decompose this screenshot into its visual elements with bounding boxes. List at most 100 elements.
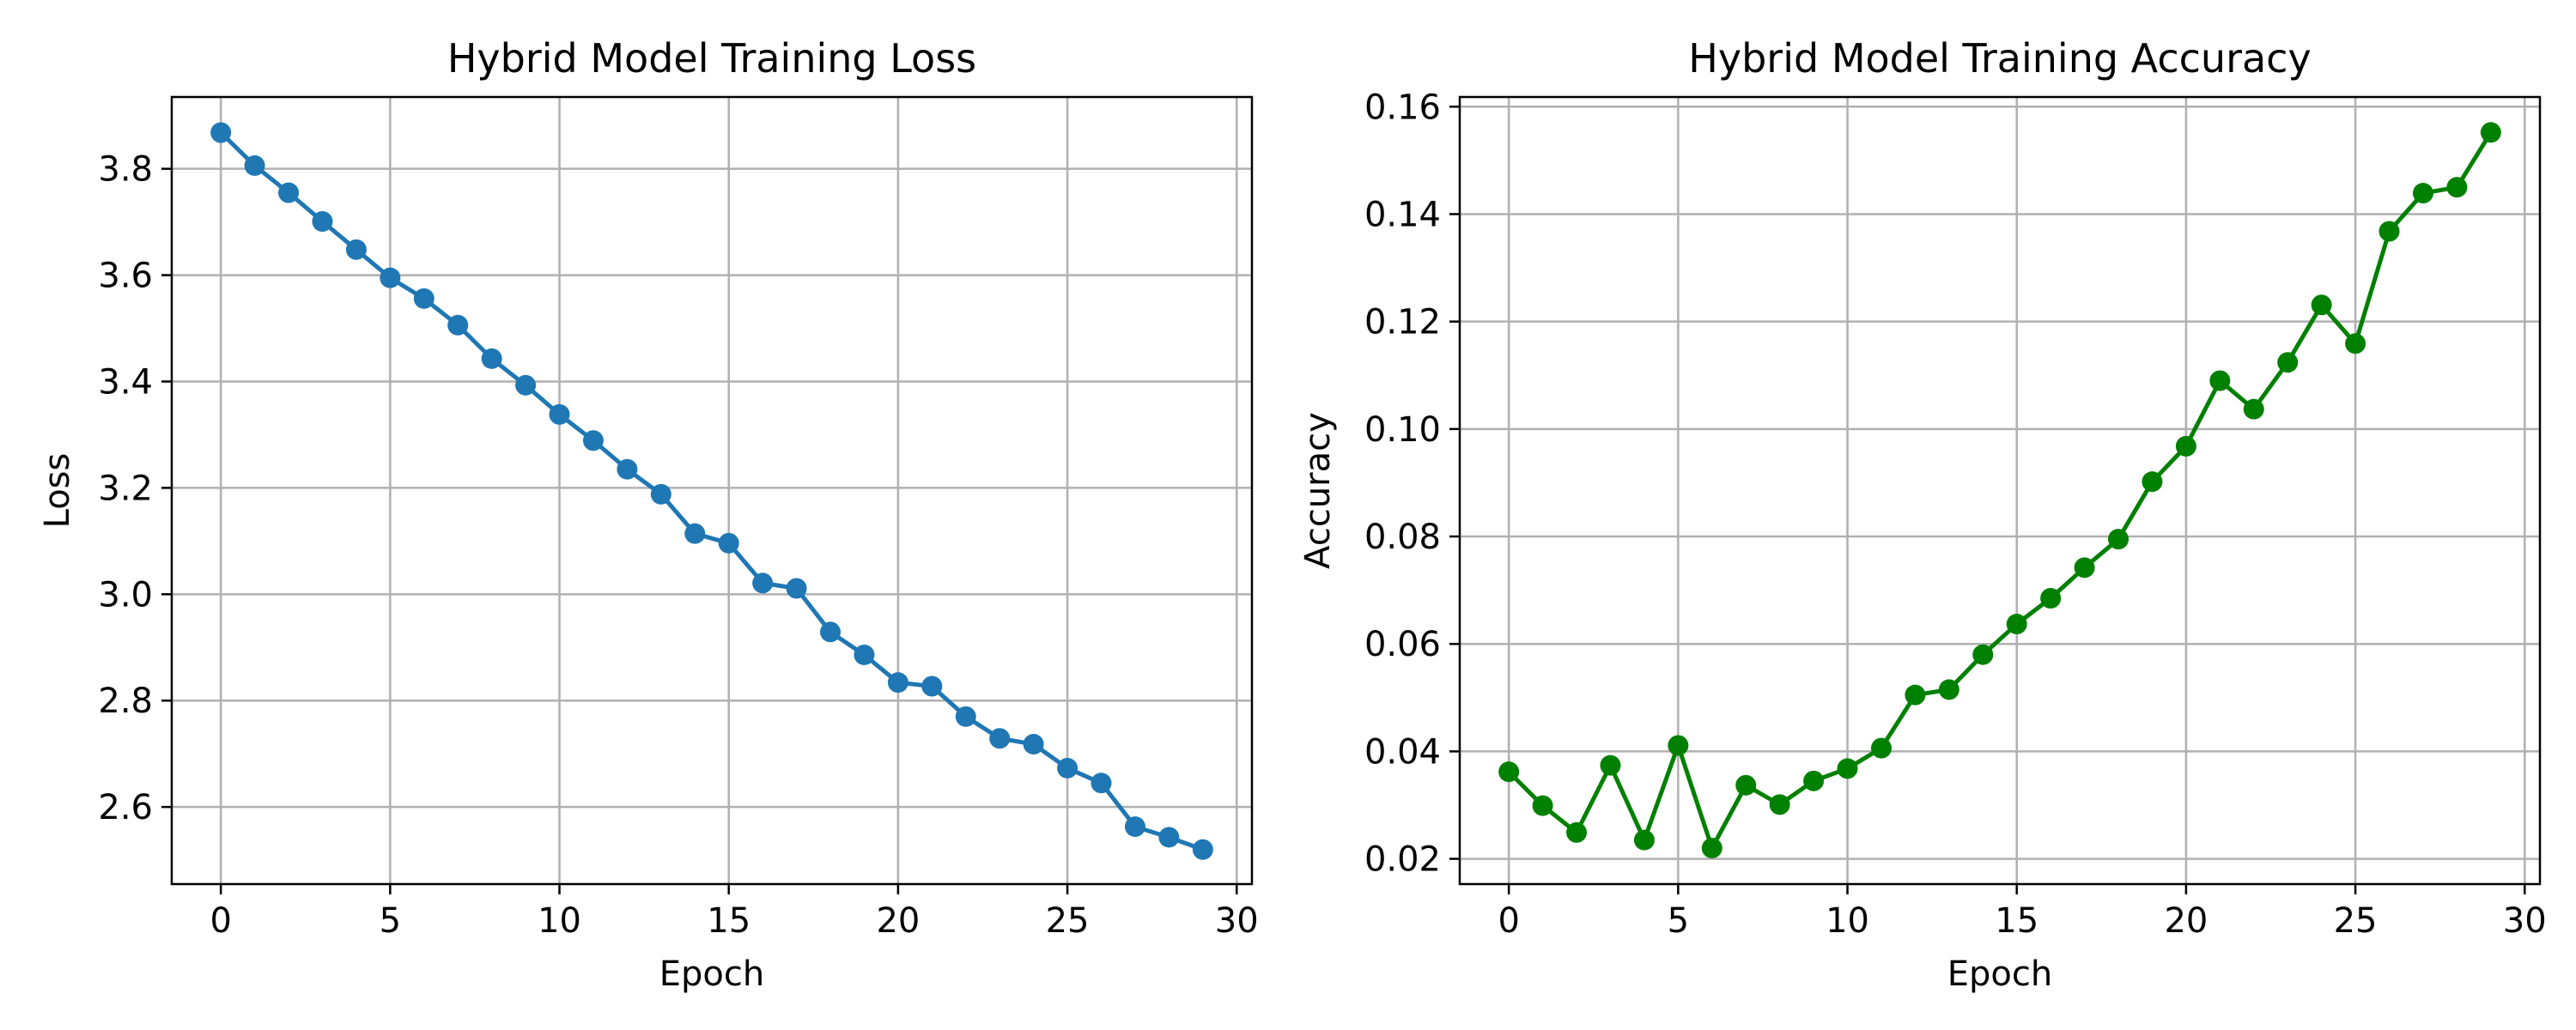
accuracy-data-point [1837, 758, 1858, 779]
accuracy-data-point [2243, 398, 2264, 420]
accuracy-data-point [1600, 754, 1621, 776]
loss-chart-title: Hybrid Model Training Loss [447, 35, 976, 82]
accuracy-ytick-label: 0.14 [1364, 195, 1441, 234]
loss-y-axis-label: Loss [38, 453, 77, 529]
loss-data-point [481, 348, 502, 369]
loss-data-point [515, 374, 537, 396]
accuracy-ytick-label: 0.10 [1364, 410, 1441, 450]
loss-ytick-label: 2.6 [98, 788, 153, 827]
loss-ytick-label: 3.2 [98, 469, 153, 508]
accuracy-data-point [1803, 770, 1825, 791]
loss-series-line [219, 130, 1204, 852]
loss-ytick-label: 3.6 [98, 257, 153, 296]
loss-data-point [380, 267, 401, 288]
accuracy-xtick-label: 10 [1826, 901, 1869, 941]
loss-data-point [278, 182, 300, 203]
accuracy-data-point [2142, 471, 2163, 493]
loss-data-point [1192, 839, 1213, 860]
accuracy-data-point [1769, 794, 1790, 815]
accuracy-data-point [2108, 529, 2129, 550]
loss-data-point [921, 676, 943, 697]
accuracy-data-point [2277, 352, 2299, 373]
loss-xtick-label: 10 [538, 901, 581, 941]
loss-data-point [955, 706, 976, 727]
accuracy-ytick-label: 0.04 [1364, 732, 1441, 772]
accuracy-data-point [2074, 557, 2095, 579]
loss-data-point [1091, 772, 1112, 794]
loss-ytick-label: 3.4 [98, 362, 153, 402]
loss-ytick-label: 2.8 [98, 682, 153, 721]
loss-data-point [1158, 827, 1180, 848]
loss-chart: 0 5 10 15 20 25 30 2.6 2.8 3.0 3.2 3.4 3.6 3.8 Hybrid … [38, 35, 1259, 994]
accuracy-data-point [2175, 435, 2196, 457]
accuracy-ytick-label: 0.02 [1364, 840, 1441, 880]
loss-data-point [786, 578, 807, 599]
accuracy-xtick-label: 25 [2334, 901, 2378, 941]
accuracy-data-point [2006, 614, 2027, 635]
accuracy-data-point [1972, 644, 1994, 665]
accuracy-plot-frame [1458, 95, 2542, 886]
accuracy-data-point [1498, 761, 1520, 783]
loss-data-point [1057, 757, 1078, 779]
accuracy-chart: 0 5 10 15 20 25 30 0.02 0.04 0.06 0.08 0.10 0.12 0.14… [1298, 35, 2547, 994]
accuracy-xtick-label: 30 [2503, 901, 2547, 941]
accuracy-ytick-label: 0.08 [1364, 518, 1441, 557]
loss-plot-frame [170, 95, 1254, 886]
accuracy-y-axis-label: Accuracy [1298, 412, 1338, 569]
accuracy-data-point [1938, 679, 1959, 700]
accuracy-xtick-label: 0 [1498, 901, 1519, 941]
loss-data-point [718, 532, 739, 554]
accuracy-xtick-label: 15 [1995, 901, 2038, 941]
accuracy-data-point [2480, 122, 2501, 143]
loss-x-axis-label: Epoch [659, 954, 764, 994]
loss-data-point [989, 728, 1011, 749]
loss-data-point [752, 573, 774, 594]
loss-data-point [549, 403, 570, 425]
accuracy-data-point [1870, 737, 1892, 759]
accuracy-xtick-label: 5 [1668, 901, 1689, 941]
accuracy-xtick-label: 20 [2164, 901, 2208, 941]
loss-data-point [820, 621, 841, 643]
loss-ytick-label: 3.0 [98, 575, 153, 615]
loss-data-point [447, 314, 469, 336]
accuracy-x-axis-label: Epoch [1947, 954, 2052, 994]
loss-xtick-label: 5 [380, 901, 401, 941]
loss-data-point [1124, 816, 1145, 838]
loss-data-point [617, 458, 638, 480]
accuracy-data-point [2311, 294, 2332, 316]
accuracy-data-point [1735, 774, 1757, 796]
loss-data-point [887, 672, 908, 694]
loss-xtick-label: 15 [707, 901, 750, 941]
loss-data-point [345, 239, 367, 260]
accuracy-ytick-label: 0.12 [1364, 303, 1441, 342]
accuracy-ytick-label: 0.06 [1364, 625, 1441, 664]
loss-data-point [413, 288, 434, 309]
accuracy-data-point [2412, 183, 2433, 204]
accuracy-data-point [1633, 829, 1655, 851]
accuracy-series-line [1507, 130, 2493, 851]
accuracy-data-point [1566, 821, 1588, 843]
loss-data-point [1023, 734, 1044, 755]
accuracy-chart-title: Hybrid Model Training Accuracy [1688, 35, 2311, 82]
accuracy-ytick-label: 0.16 [1364, 88, 1441, 127]
loss-data-point [244, 154, 265, 176]
accuracy-data-point [2379, 221, 2400, 242]
accuracy-data-point [1905, 684, 1926, 706]
loss-data-point [854, 644, 875, 665]
loss-data-point [650, 483, 671, 505]
accuracy-data-point [2209, 370, 2231, 391]
accuracy-data-point [1701, 838, 1722, 859]
accuracy-data-point [1668, 735, 1689, 756]
loss-ytick-label: 3.8 [98, 150, 153, 190]
loss-data-point [210, 122, 232, 143]
accuracy-data-point [1532, 795, 1553, 816]
loss-xtick-label: 0 [210, 901, 231, 941]
loss-data-point [684, 523, 706, 544]
accuracy-data-point [2040, 588, 2062, 609]
accuracy-data-point [2345, 333, 2366, 354]
loss-xtick-label: 25 [1046, 901, 1090, 941]
accuracy-data-point [2446, 177, 2468, 198]
loss-data-point [582, 430, 604, 451]
loss-xtick-label: 20 [876, 901, 920, 941]
